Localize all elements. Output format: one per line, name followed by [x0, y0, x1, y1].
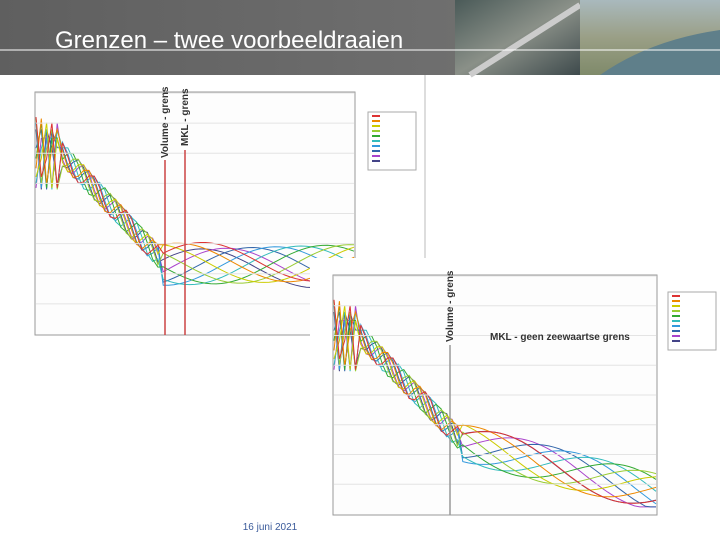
profile-trace	[35, 129, 355, 286]
annotation: MKL - grens	[180, 88, 191, 146]
footer-date: 16 juni 2021	[243, 522, 298, 533]
profile-trace	[35, 117, 355, 282]
profile-trace	[35, 118, 355, 284]
header-photo	[455, 0, 580, 75]
profile-trace	[35, 122, 355, 286]
photo-bridge	[468, 2, 582, 78]
annotation: MKL - geen zeewaartse grens	[490, 332, 630, 343]
profile-trace	[333, 301, 657, 485]
chart-image-left: Volume - grens MKL - grens	[25, 77, 417, 352]
slide-title: Grenzen – twee voorbeeldraaien	[55, 27, 403, 54]
profile-trace	[35, 129, 355, 289]
photo-water	[600, 30, 720, 75]
annotation: Volume - grens	[160, 86, 171, 158]
profile-trace	[333, 305, 657, 480]
profile-trace	[333, 311, 657, 492]
profile-trace	[35, 122, 355, 285]
annotation: Volume - grens	[445, 270, 456, 342]
chart-image-right: Volume - grens MKL - geen zeewaartse gre…	[310, 258, 720, 533]
profile-trace	[35, 118, 355, 283]
profile-trace	[333, 299, 657, 504]
